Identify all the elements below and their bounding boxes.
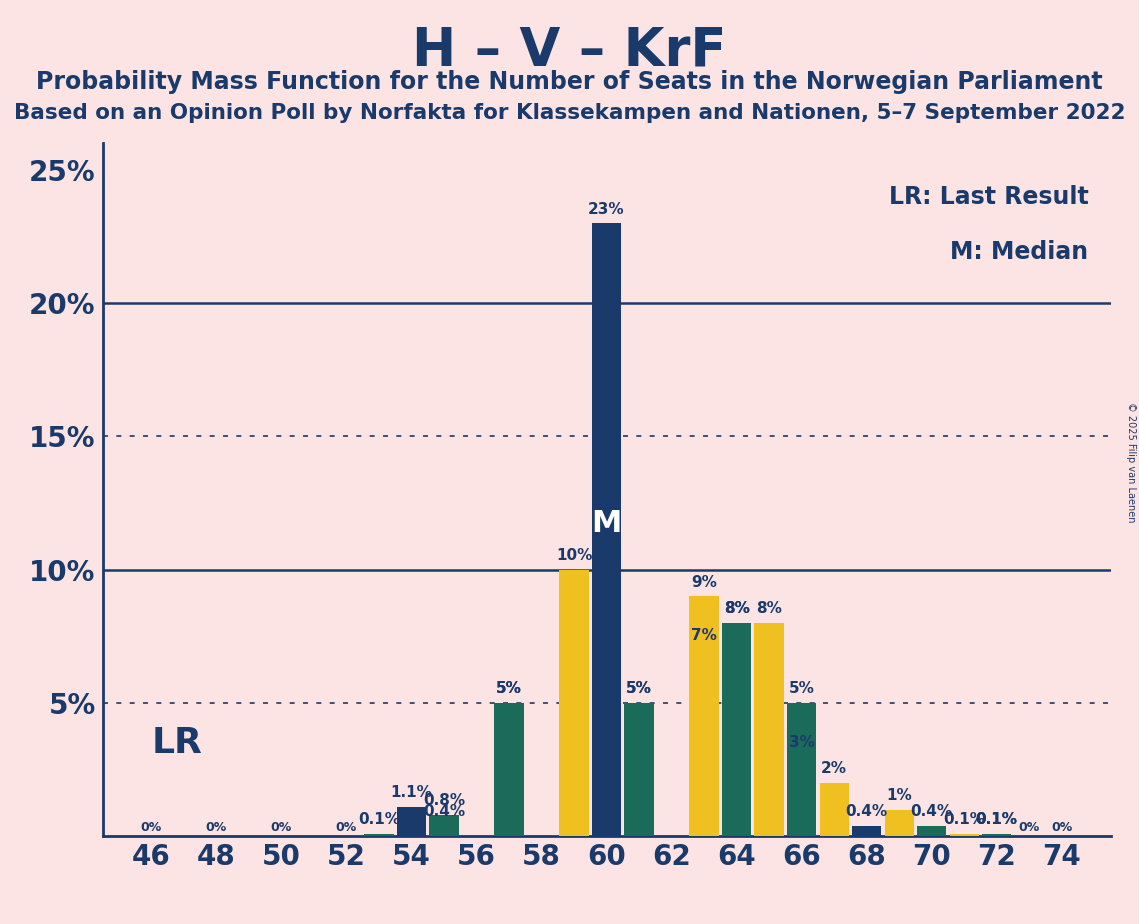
Bar bbox=[429, 815, 459, 836]
Text: 0.8%: 0.8% bbox=[423, 793, 465, 808]
Text: 0%: 0% bbox=[271, 821, 292, 834]
Text: 0.4%: 0.4% bbox=[910, 804, 952, 819]
Bar bbox=[787, 703, 817, 836]
Text: 8%: 8% bbox=[723, 602, 749, 616]
Text: 23%: 23% bbox=[588, 201, 625, 216]
Bar bbox=[364, 833, 394, 836]
Text: 0%: 0% bbox=[336, 821, 357, 834]
Bar bbox=[396, 807, 426, 836]
Text: 8%: 8% bbox=[723, 602, 749, 616]
Text: M: Median: M: Median bbox=[950, 240, 1089, 264]
Text: H – V – KrF: H – V – KrF bbox=[412, 24, 727, 76]
Text: 0%: 0% bbox=[1051, 821, 1073, 834]
Bar bbox=[494, 703, 524, 836]
Text: Based on an Opinion Poll by Norfakta for Klassekampen and Nationen, 5–7 Septembe: Based on an Opinion Poll by Norfakta for… bbox=[14, 103, 1125, 124]
Bar bbox=[885, 809, 913, 836]
Text: 0.4%: 0.4% bbox=[845, 804, 887, 819]
Text: 0.4%: 0.4% bbox=[423, 804, 465, 819]
Bar bbox=[689, 596, 719, 836]
Text: 3%: 3% bbox=[788, 735, 814, 749]
Text: 5%: 5% bbox=[788, 681, 814, 697]
Text: Probability Mass Function for the Number of Seats in the Norwegian Parliament: Probability Mass Function for the Number… bbox=[36, 70, 1103, 94]
Text: 0.1%: 0.1% bbox=[976, 812, 1018, 827]
Text: 0%: 0% bbox=[1018, 821, 1040, 834]
Text: 5%: 5% bbox=[626, 681, 652, 697]
Text: 5%: 5% bbox=[495, 681, 522, 697]
Bar bbox=[722, 623, 752, 836]
Text: 5%: 5% bbox=[495, 681, 522, 697]
Bar bbox=[494, 703, 524, 836]
Bar bbox=[429, 825, 459, 836]
Text: 0%: 0% bbox=[140, 821, 162, 834]
Bar bbox=[592, 224, 621, 836]
Text: 5%: 5% bbox=[626, 681, 652, 697]
Bar bbox=[624, 703, 654, 836]
Text: 1.1%: 1.1% bbox=[391, 785, 433, 800]
Bar bbox=[852, 825, 882, 836]
Text: 0.1%: 0.1% bbox=[943, 812, 985, 827]
Text: 0.1%: 0.1% bbox=[358, 812, 400, 827]
Text: LR: LR bbox=[151, 726, 202, 760]
Bar bbox=[559, 570, 589, 836]
Text: LR: Last Result: LR: Last Result bbox=[888, 185, 1089, 209]
Text: 0.1%: 0.1% bbox=[976, 812, 1018, 827]
Bar bbox=[982, 833, 1011, 836]
Text: M: M bbox=[591, 509, 622, 538]
Bar bbox=[982, 833, 1011, 836]
Text: 0%: 0% bbox=[206, 821, 227, 834]
Bar bbox=[950, 833, 978, 836]
Bar bbox=[787, 756, 817, 836]
Text: 1%: 1% bbox=[886, 788, 912, 803]
Text: 8%: 8% bbox=[756, 602, 782, 616]
Text: 9%: 9% bbox=[691, 575, 718, 590]
Bar bbox=[819, 783, 849, 836]
Text: © 2025 Filip van Laenen: © 2025 Filip van Laenen bbox=[1125, 402, 1136, 522]
Text: 2%: 2% bbox=[821, 761, 847, 776]
Text: 10%: 10% bbox=[556, 548, 592, 563]
Bar bbox=[624, 703, 654, 836]
Bar bbox=[917, 825, 947, 836]
Text: 7%: 7% bbox=[691, 628, 718, 643]
Bar bbox=[689, 650, 719, 836]
Bar bbox=[754, 623, 784, 836]
Bar bbox=[722, 623, 752, 836]
